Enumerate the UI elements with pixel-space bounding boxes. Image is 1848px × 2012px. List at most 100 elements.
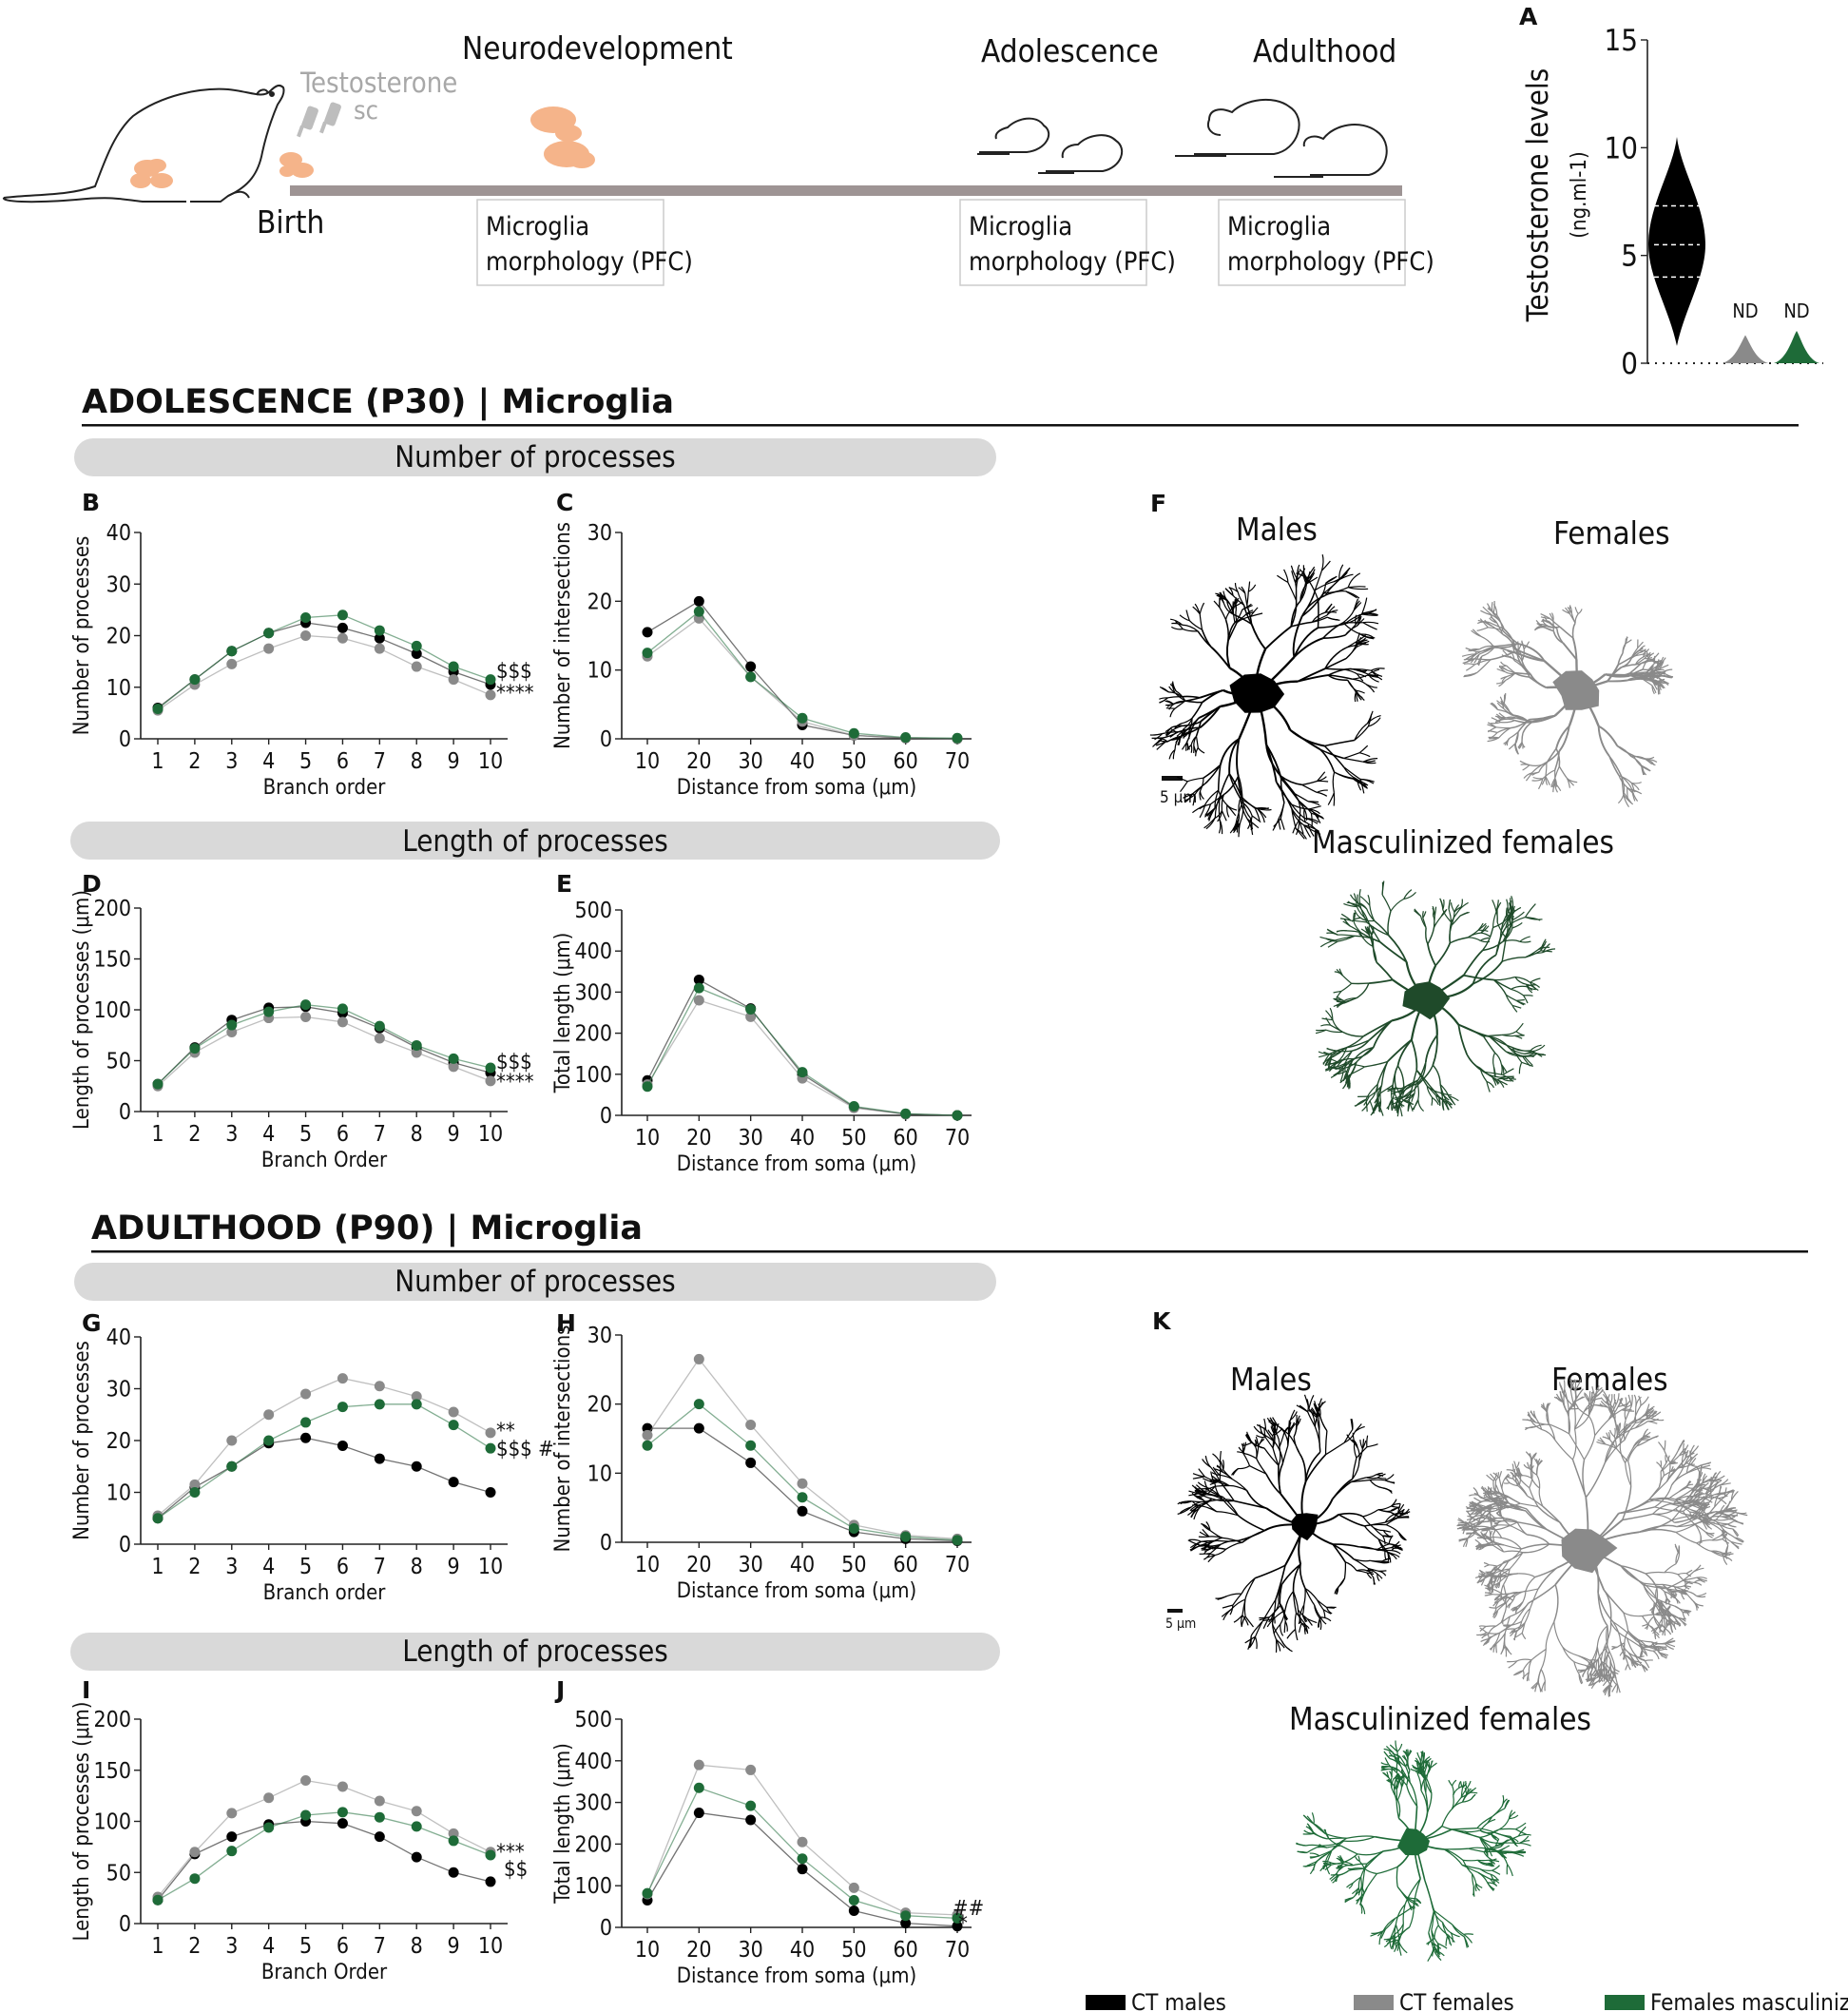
cell-process — [1359, 1887, 1363, 1904]
data-point — [952, 732, 963, 744]
y-tick-label: 0 — [1621, 347, 1638, 381]
cell-process — [1631, 755, 1646, 760]
cell-process — [1464, 1787, 1468, 1794]
cell-process — [1722, 1538, 1730, 1544]
cell-process — [1234, 1499, 1267, 1509]
x-tick-label: 2 — [188, 1555, 201, 1579]
birth-microglia-icon — [279, 152, 314, 178]
cell-process — [1168, 749, 1176, 760]
cell-process — [1306, 1399, 1309, 1413]
cell-process — [1597, 1439, 1607, 1445]
cell-process — [1320, 560, 1331, 571]
cell-process — [1616, 745, 1634, 757]
cell-process — [1352, 678, 1367, 686]
cell-process — [1178, 1500, 1192, 1504]
cell-process — [1665, 1597, 1671, 1603]
cell-process — [1290, 565, 1299, 581]
cell-process — [1607, 1432, 1611, 1441]
cell-soma — [1552, 670, 1600, 710]
cell-process — [1500, 1615, 1505, 1624]
cell-process — [1621, 776, 1633, 790]
cell-process — [1518, 1573, 1536, 1578]
cell-process — [1467, 937, 1481, 941]
cell-process — [1530, 1470, 1532, 1479]
cell-process — [1542, 948, 1556, 954]
cell-process — [1337, 1050, 1353, 1053]
cell-process — [1327, 674, 1348, 681]
cell-process — [1362, 612, 1377, 615]
cell-process — [1358, 1861, 1365, 1869]
cell-process — [1501, 957, 1526, 962]
cell-process — [1534, 1423, 1551, 1428]
cell-process — [1322, 634, 1346, 639]
cell-process — [1511, 985, 1527, 990]
cell-process — [1664, 1563, 1677, 1574]
cell-process — [1536, 1474, 1541, 1489]
cell-process — [1660, 1599, 1675, 1607]
cell-process — [1277, 1424, 1290, 1436]
cell-process — [1448, 900, 1451, 910]
cell-process — [1487, 1882, 1494, 1891]
cell-process — [1652, 1503, 1671, 1515]
cell-process — [1465, 1520, 1472, 1527]
cell-process — [1624, 1422, 1636, 1441]
x-tick-label: 40 — [790, 1553, 815, 1577]
cell-process — [1479, 1829, 1492, 1834]
cell-process — [1165, 700, 1174, 706]
cell-process — [1569, 1390, 1575, 1407]
panel-letter-A: A — [1519, 3, 1538, 30]
cell-process — [1479, 1511, 1486, 1519]
cell-process — [1604, 1439, 1626, 1463]
data-point — [374, 1020, 385, 1032]
cell-process — [1502, 1068, 1514, 1075]
cell-process — [1640, 1396, 1649, 1406]
cell-process — [1414, 910, 1421, 917]
data-point — [797, 1836, 808, 1848]
cell-process — [1295, 827, 1307, 840]
cell-f-females — [1461, 600, 1674, 808]
cell-process — [1501, 666, 1508, 671]
cell-process — [1483, 1492, 1491, 1497]
data-point — [189, 1043, 201, 1054]
cell-process — [1458, 1538, 1468, 1542]
cell-process — [1413, 1900, 1418, 1906]
cell-process — [1356, 642, 1367, 648]
cell-process — [1634, 656, 1644, 666]
cell-process — [1343, 1836, 1376, 1843]
cell-process — [1222, 1609, 1232, 1621]
y-tick-label: 50 — [106, 1861, 131, 1886]
cell-process — [1396, 1801, 1400, 1819]
cell-process — [1363, 1867, 1377, 1875]
series-females-masculinized — [152, 1807, 496, 1906]
cell-process — [1196, 1500, 1211, 1509]
x-axis-label: Branch order — [263, 776, 387, 800]
cell-process — [1397, 1532, 1406, 1540]
cell-process — [1457, 1518, 1467, 1524]
cell-process — [1359, 752, 1371, 758]
cell-process — [1618, 1501, 1647, 1515]
cell-process — [1665, 1587, 1672, 1593]
cell-process — [1373, 1577, 1376, 1585]
y-tick-label: 50 — [106, 1050, 131, 1074]
cell-process — [1498, 1595, 1507, 1602]
cell-process — [1475, 1508, 1485, 1514]
series-line-ct-females — [646, 999, 958, 1116]
y-tick-label: 0 — [119, 1100, 131, 1125]
testosterone-label: Testosterone — [299, 67, 457, 99]
cell-process — [1165, 726, 1172, 733]
data-point — [797, 1492, 808, 1503]
cell-process — [1646, 1486, 1660, 1503]
cell-process — [1308, 1394, 1315, 1409]
data-point — [448, 1835, 459, 1847]
cell-process — [1722, 1534, 1728, 1539]
cell-process — [1477, 655, 1483, 667]
cell-process — [1384, 1474, 1395, 1481]
cell-process — [1656, 1461, 1662, 1468]
cell-process — [1477, 1871, 1491, 1880]
cell-process — [1607, 1409, 1623, 1421]
cell-process — [1179, 729, 1187, 739]
y-tick-label: 0 — [600, 1531, 612, 1556]
cell-process — [1711, 1550, 1722, 1555]
cell-process — [1342, 1076, 1350, 1090]
cell-process — [1536, 623, 1544, 629]
